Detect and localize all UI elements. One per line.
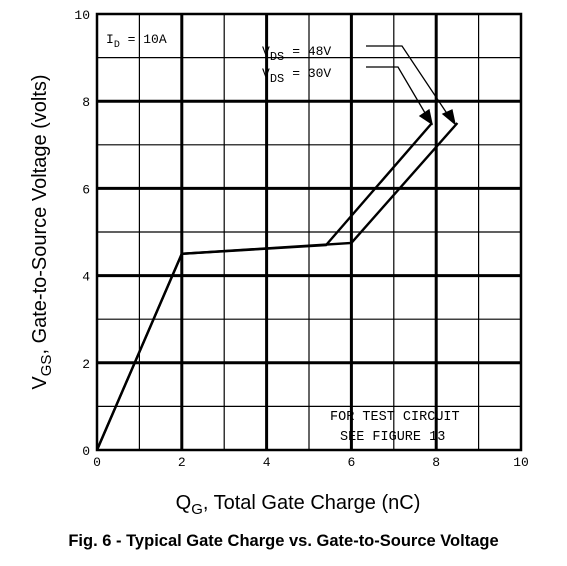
series-line-vds-30v [95, 122, 433, 451]
series-line-vds-48v [95, 122, 459, 451]
figure-caption: Fig. 6 - Typical Gate Charge vs. Gate-to… [68, 532, 499, 550]
id-annotation: ID = 10A [106, 32, 167, 51]
y-tick-label: 6 [82, 182, 90, 197]
x-tick-label: 6 [347, 455, 355, 470]
y-tick-label: 0 [82, 444, 90, 459]
x-tick-label: 8 [432, 455, 440, 470]
x-tick-label: 2 [178, 455, 186, 470]
x-tick-label: 4 [263, 455, 271, 470]
plot-frame [95, 12, 523, 452]
y-axis-label: VGS, Gate-to-Source Voltage (volts) [29, 74, 55, 389]
y-tick-label: 4 [82, 270, 90, 285]
tick-labels: 0 2 4 6 8 10 0 2 4 6 8 10 [74, 8, 528, 470]
y-tick-label: 10 [74, 8, 90, 23]
test-circuit-note-line1: FOR TEST CIRCUIT [330, 410, 460, 425]
y-tick-label: 8 [82, 95, 90, 110]
vds-30-annotation: VDS = 30V [262, 66, 331, 86]
x-tick-label: 0 [93, 455, 101, 470]
test-circuit-note-line2: SEE FIGURE 13 [340, 430, 445, 445]
grid-lines [97, 14, 521, 450]
y-tick-label: 2 [82, 357, 90, 372]
gate-charge-chart: 0 2 4 6 8 10 0 2 4 6 8 10 ID = 10A VDS = 48V VDS = 30… [29, 8, 529, 518]
legend-leaders [366, 45, 457, 126]
x-axis-label: QG, Total Gate Charge (nC) [176, 492, 421, 518]
vds-48-annotation: VDS = 48V [262, 44, 331, 64]
series-lines [95, 122, 459, 451]
x-tick-label: 10 [513, 455, 529, 470]
